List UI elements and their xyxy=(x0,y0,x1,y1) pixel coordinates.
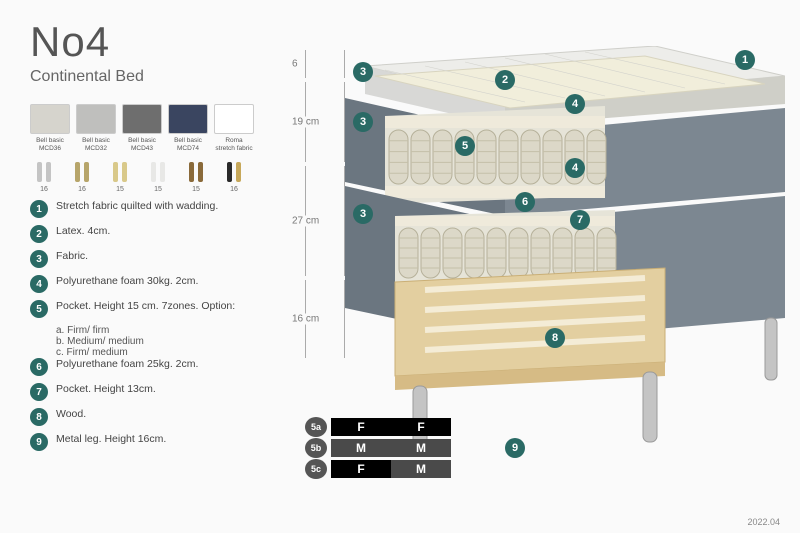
callout-marker: 5 xyxy=(455,136,475,156)
fabric-swatch: Romastretch fabric xyxy=(214,104,254,153)
fabric-swatch: Bell basicMCD43 xyxy=(122,104,162,153)
fabric-swatches: Bell basicMCD36Bell basicMCD32Bell basic… xyxy=(30,104,254,153)
legend-row: 9Metal leg. Height 16cm. xyxy=(30,433,290,451)
callout-marker: 3 xyxy=(353,62,373,82)
leg-option: 15 xyxy=(106,160,134,193)
callout-marker: 4 xyxy=(565,158,585,178)
legend-row: 3Fabric. xyxy=(30,250,290,268)
legend-row: 2Latex. 4cm. xyxy=(30,225,290,243)
leg-option: 16 xyxy=(68,160,96,193)
legend-row: 5Pocket. Height 15 cm. 7zones. Option: xyxy=(30,300,290,318)
callout-marker: 4 xyxy=(565,94,585,114)
callout-marker: 1 xyxy=(735,50,755,70)
callout-marker: 7 xyxy=(570,210,590,230)
callout-marker: 3 xyxy=(353,204,373,224)
leg-option: 15 xyxy=(182,160,210,193)
product-subtitle: Continental Bed xyxy=(30,68,144,86)
bed-svg xyxy=(345,46,785,476)
callout-marker: 6 xyxy=(515,192,535,212)
fabric-swatch: Bell basicMCD36 xyxy=(30,104,70,153)
legend-row: 7Pocket. Height 13cm. xyxy=(30,383,290,401)
bed-cutaway-diagram: 1 2 3 4 3 5 4 3 6 7 8 9 xyxy=(345,46,785,476)
date-footer: 2022.04 xyxy=(747,517,780,527)
product-title: No4 xyxy=(30,18,110,66)
legend-row: 8Wood. xyxy=(30,408,290,426)
material-legend: 1Stretch fabric quilted with wadding. 2La… xyxy=(30,200,290,458)
firmness-row: 5a F F xyxy=(305,418,451,436)
dimension-label: 6 xyxy=(305,50,345,78)
callout-marker: 3 xyxy=(353,112,373,132)
leg-option: 15 xyxy=(144,160,172,193)
leg-option: 16 xyxy=(30,160,58,193)
firmness-row: 5c F M xyxy=(305,460,451,478)
leg-options: 16 16 15 15 15 16 xyxy=(30,160,248,193)
legend-row: 1Stretch fabric quilted with wadding. xyxy=(30,200,290,218)
dimension-label: 19 cm xyxy=(305,82,345,162)
firmness-row: 5b M M xyxy=(305,439,451,457)
legend-sub: c. Firm/ medium xyxy=(56,347,290,358)
fabric-swatch: Bell basicMCD74 xyxy=(168,104,208,153)
legend-sub: b. Medium/ medium xyxy=(56,336,290,347)
firmness-table: 5a F F 5b M M 5c F M xyxy=(305,418,451,481)
callout-marker: 8 xyxy=(545,328,565,348)
legend-row: 4Polyurethane foam 30kg. 2cm. xyxy=(30,275,290,293)
callout-marker: 9 xyxy=(505,438,525,458)
dimension-label: 27 cm xyxy=(305,166,345,276)
callout-marker: 2 xyxy=(495,70,515,90)
fabric-swatch: Bell basicMCD32 xyxy=(76,104,116,153)
dimension-label: 16 cm xyxy=(305,280,345,358)
legend-sub: a. Firm/ firm xyxy=(56,325,290,336)
leg-option: 16 xyxy=(220,160,248,193)
legend-row: 6Polyurethane foam 25kg. 2cm. xyxy=(30,358,290,376)
